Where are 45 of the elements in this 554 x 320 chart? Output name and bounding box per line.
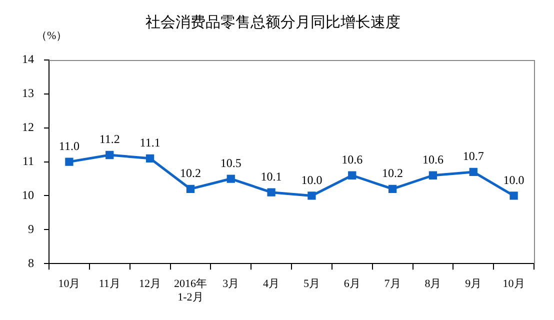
y-tick-label: 11 [22, 154, 34, 168]
x-tick-label: 5月 [303, 278, 320, 290]
x-tick-label: 12月 [139, 278, 162, 290]
x-tick-label: 8月 [424, 278, 442, 290]
y-axis-title: （%） [36, 30, 68, 42]
x-tick-label: 11月 [98, 278, 120, 290]
x-tick-label: 3月 [222, 278, 240, 290]
y-tick-label: 10 [22, 188, 34, 202]
point [65, 158, 74, 166]
y-tick-label: 14 [22, 52, 34, 66]
x-tick-label: 2016年 1-2月 [174, 278, 207, 304]
x-tick-label: 6月 [344, 278, 360, 290]
point [308, 192, 316, 200]
data-label: 11.1 [140, 136, 160, 150]
data-label: 10.0 [301, 172, 322, 187]
data-label: 10.1 [260, 169, 282, 184]
data-label: 10.5 [220, 156, 242, 170]
point [186, 184, 195, 194]
x-tick-label: 9月 [465, 278, 482, 290]
y-tick-label: 9 [28, 222, 34, 236]
x-tick-label: 7月 [384, 278, 401, 290]
data-label: 10.6 [422, 152, 444, 167]
point [510, 192, 518, 200]
x-tick-label: 10月 [58, 278, 80, 290]
data-label: 11.0 [58, 138, 80, 153]
point [267, 188, 276, 196]
point [388, 184, 397, 194]
data-label: 10.2 [382, 166, 404, 180]
y-tick-label: 13 [22, 86, 34, 100]
point [348, 171, 356, 180]
data-label: 10.2 [180, 166, 201, 180]
data-label: 10.6 [342, 152, 363, 167]
x-tick-label: 4月 [263, 278, 280, 290]
point [428, 171, 438, 180]
point [146, 154, 154, 162]
point [226, 174, 235, 183]
data-label: 10.0 [503, 172, 524, 187]
x-tick-label: 10月 [502, 278, 525, 290]
y-tick-label: 12 [22, 120, 34, 134]
chart-title: 社会消费品零售总额分月同比增长速度 [146, 14, 400, 31]
y-tick-label: 8 [28, 256, 34, 270]
point [106, 150, 114, 160]
data-label: 11.2 [99, 132, 120, 146]
data-label: 10.7 [462, 149, 484, 164]
point [469, 168, 478, 176]
